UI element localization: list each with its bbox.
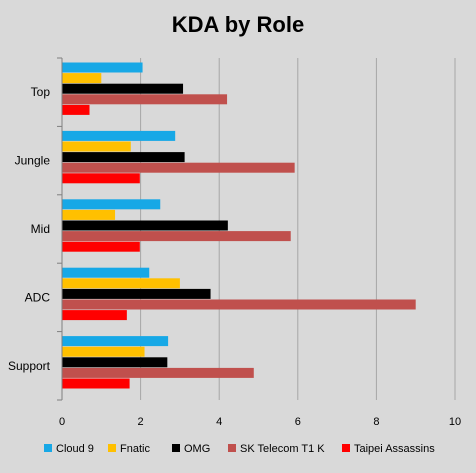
y-category-label: Top (31, 85, 51, 99)
bar (62, 130, 176, 141)
bar (62, 231, 291, 242)
bar (62, 278, 180, 289)
bar (62, 336, 169, 347)
bar (62, 378, 130, 389)
legend-swatch (44, 444, 52, 452)
x-tick-label: 6 (295, 416, 301, 428)
bar (62, 288, 211, 299)
y-category-label: ADC (25, 290, 51, 304)
legend-swatch (108, 444, 116, 452)
bar (62, 310, 127, 321)
bar (62, 162, 295, 173)
bar (62, 104, 90, 115)
bar (62, 346, 145, 357)
x-tick-label: 4 (216, 416, 222, 428)
x-tick-label: 2 (138, 416, 144, 428)
bar (62, 267, 150, 278)
bar (62, 173, 140, 184)
y-category-label: Support (8, 359, 51, 373)
x-tick-label: 8 (373, 416, 379, 428)
legend-swatch (172, 444, 180, 452)
legend-label: SK Telecom T1 K (240, 443, 325, 455)
chart-title: KDA by Role (172, 12, 304, 37)
bar (62, 199, 161, 210)
bar (62, 73, 102, 84)
legend-swatch (228, 444, 236, 452)
legend-label: Cloud 9 (56, 443, 94, 455)
bar (62, 152, 185, 163)
legend-label: Fnatic (120, 443, 150, 455)
x-tick-label: 0 (59, 416, 65, 428)
bar (62, 209, 116, 220)
bar (62, 299, 416, 310)
bar (62, 141, 131, 152)
y-category-label: Mid (31, 222, 50, 236)
bar (62, 241, 140, 252)
legend-swatch (342, 444, 350, 452)
legend-label: Taipei Assassins (354, 443, 435, 455)
bar (62, 83, 184, 94)
bar (62, 367, 254, 378)
y-category-label: Jungle (15, 154, 51, 168)
legend-label: OMG (184, 443, 210, 455)
bar (62, 94, 228, 105)
x-tick-label: 10 (449, 416, 461, 428)
bar (62, 62, 143, 73)
bar (62, 220, 228, 231)
bar (62, 357, 168, 368)
